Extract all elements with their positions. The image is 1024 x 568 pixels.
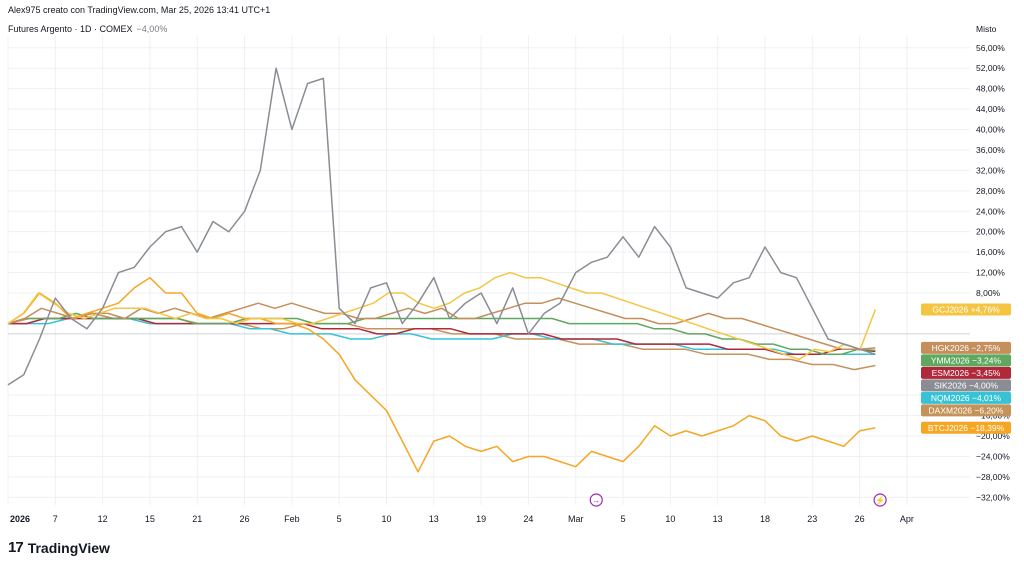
value-badge-HGK2026 [921,341,1011,354]
y-tick-label: 20,00% [976,227,1005,237]
value-badge-NQM2026 [921,391,1011,404]
value-badge-text-GCJ2026: GCJ2026 +4,76% [932,305,1000,315]
y-tick-label: 32,00% [976,165,1005,175]
scale-mode-label[interactable]: Misto [976,24,997,34]
value-badge-SIK2026 [921,379,1011,392]
series-line-ESM2026[interactable] [8,317,876,356]
y-tick-label: −24,00% [976,451,1010,461]
value-badge-GCJ2026 [921,303,1011,316]
value-badge-text-YMM2026: YMM2026 −3,24% [931,355,1002,365]
tradingview-logo-icon: 17 [8,539,24,556]
y-tick-label: 56,00% [976,43,1005,53]
value-badge-text-HGK2026: HGK2026 −2,75% [932,343,1001,353]
x-tick-label: 13 [713,514,723,524]
x-tick-label: 10 [381,514,391,524]
y-tick-label: 52,00% [976,63,1005,73]
series-line-SIK2026[interactable] [7,67,876,386]
value-badge-ESM2026 [921,366,1011,379]
y-tick-label: 44,00% [976,104,1005,114]
y-tick-label: 40,00% [976,125,1005,135]
x-tick-label: 5 [621,514,626,524]
x-tick-label: Feb [284,514,300,524]
value-badge-text-SIK2026: SIK2026 −4,00% [934,380,998,390]
x-tick-label: 5 [337,514,342,524]
tradingview-brand[interactable]: 17 TradingView [8,539,110,556]
x-tick-label: 23 [807,514,817,524]
value-badge-text-NQM2026: NQM2026 −4,01% [931,393,1002,403]
y-tick-label: 12,00% [976,268,1005,278]
symbol-title: Futures Argento · 1D · COMEX [8,24,133,34]
x-tick-label: 10 [665,514,675,524]
x-tick-label: 7 [53,514,58,524]
x-tick-label: 12 [98,514,108,524]
value-badge-text-BTCJ2026: BTCJ2026 −18,39% [928,423,1005,433]
brand-name: TradingView [27,539,110,556]
series-line-HGK2026[interactable] [7,297,876,350]
value-badge-BTCJ2026 [921,421,1011,434]
x-tick-label: 26 [240,514,250,524]
y-tick-label: 48,00% [976,84,1005,94]
value-badge-text-DAXM2026: DAXM2026 −6,20% [929,405,1004,415]
x-tick-label: 26 [855,514,865,524]
series-line-GCJ2026[interactable] [7,271,877,361]
credit-line: Alex975 creato con TradingView.com, Mar … [8,5,271,15]
x-tick-label: 24 [523,514,533,524]
x-tick-label: 13 [429,514,439,524]
x-tick-label: 2026 [10,514,30,524]
lightning-circle-icon-glyph: ⚡ [875,495,885,505]
x-tick-label: 18 [760,514,770,524]
x-tick-label: 19 [476,514,486,524]
y-tick-label: 36,00% [976,145,1005,155]
x-tick-label: 15 [145,514,155,524]
y-tick-label: 16,00% [976,247,1005,257]
arrow-right-circle-icon-glyph: → [592,496,600,505]
y-tick-label: −20,00% [976,431,1010,441]
y-tick-label: −32,00% [976,492,1010,502]
y-tick-label: 24,00% [976,206,1005,216]
x-tick-label: 21 [192,514,202,524]
value-badge-YMM2026 [921,354,1011,367]
lightning-circle-icon[interactable] [873,493,887,507]
symbol-legend: Futures Argento · 1D · COMEX −4,00% [8,24,167,34]
x-tick-label: Apr [900,514,914,524]
value-badge-DAXM2026 [921,404,1011,417]
value-badge-text-ESM2026: ESM2026 −3,45% [932,368,1001,378]
y-tick-label: 8,00% [976,288,1001,298]
arrow-right-circle-icon[interactable] [589,493,603,507]
symbol-change: −4,00% [136,24,168,34]
y-tick-label: −28,00% [976,472,1010,482]
series-line-BTCJ2026[interactable] [7,276,876,473]
x-tick-label: Mar [568,514,584,524]
y-tick-label: 28,00% [976,186,1005,196]
series-line-YMM2026[interactable] [7,312,876,356]
